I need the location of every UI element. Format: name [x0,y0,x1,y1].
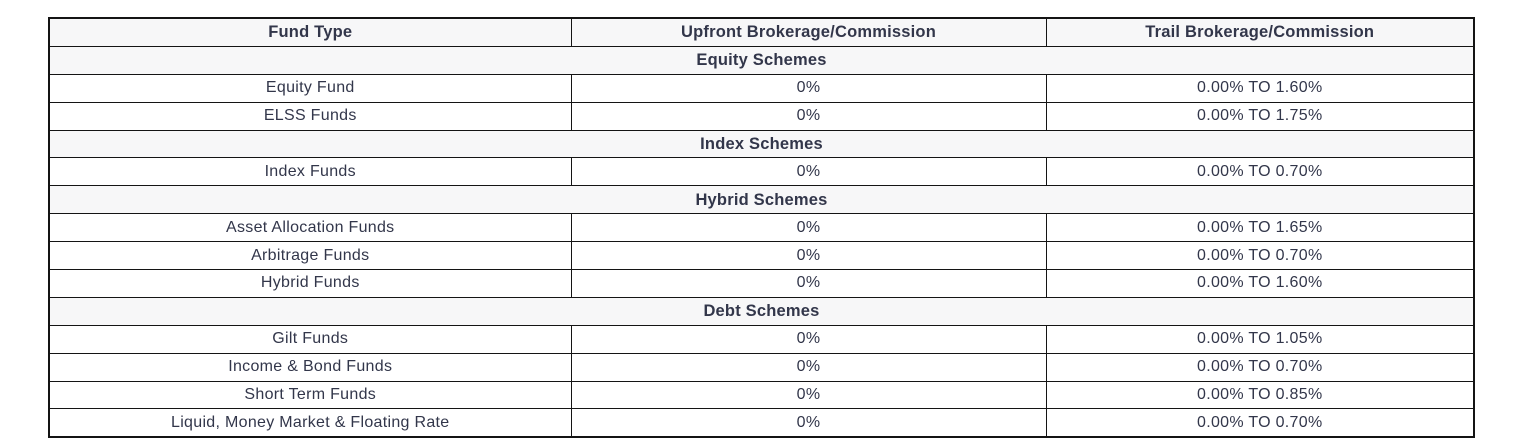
fund-cell: ELSS Funds [48,101,572,131]
upfront-cell: 0% [570,213,1047,243]
upfront-cell: 0% [570,157,1047,187]
trail-cell: 0.00% TO 1.60% [1045,73,1475,103]
section-title: Equity Schemes [48,45,1475,75]
upfront-cell: 0% [570,101,1047,131]
upfront-cell: 0% [570,241,1047,271]
section-title: Index Schemes [48,129,1475,159]
fund-cell: Short Term Funds [48,380,572,410]
trail-cell: 0.00% TO 0.70% [1045,352,1475,382]
trail-cell: 0.00% TO 0.70% [1045,241,1475,271]
table-row: ELSS Funds 0% 0.00% TO 1.75% [48,101,1475,131]
table-row: Arbitrage Funds 0% 0.00% TO 0.70% [48,241,1475,271]
fund-cell: Arbitrage Funds [48,241,572,271]
section-row: Hybrid Schemes [48,185,1475,215]
table-header-row: Fund Type Upfront Brokerage/Commission Tra… [48,17,1475,47]
upfront-cell: 0% [570,380,1047,410]
section-row: Debt Schemes [48,296,1475,326]
table-row: Gilt Funds 0% 0.00% TO 1.05% [48,324,1475,354]
table-row: Asset Allocation Funds 0% 0.00% TO 1.65% [48,213,1475,243]
section-row: Equity Schemes [48,45,1475,75]
upfront-cell: 0% [570,73,1047,103]
trail-cell: 0.00% TO 1.75% [1045,101,1475,131]
table-header: Fund Type Upfront Brokerage/Commission Tra… [48,17,1475,47]
upfront-cell: 0% [570,408,1047,438]
upfront-cell: 0% [570,324,1047,354]
fund-cell: Income & Bond Funds [48,352,572,382]
table-row: Equity Fund 0% 0.00% TO 1.60% [48,73,1475,103]
table-row: Income & Bond Funds 0% 0.00% TO 0.70% [48,352,1475,382]
table-row: Hybrid Funds 0% 0.00% TO 1.60% [48,269,1475,298]
section-title: Hybrid Schemes [48,185,1475,215]
trail-cell: 0.00% TO 1.65% [1045,213,1475,243]
section-title: Debt Schemes [48,296,1475,326]
fund-cell: Asset Allocation Funds [48,213,572,243]
fund-cell: Index Funds [48,157,572,187]
fund-cell: Gilt Funds [48,324,572,354]
brokerage-commission-section: Fund Type Upfront Brokerage/Commission Tra… [48,17,1475,439]
table-row: Short Term Funds 0% 0.00% TO 0.85% [48,380,1475,410]
column-header: Fund Type [48,17,572,47]
section-row: Index Schemes [48,129,1475,159]
fund-cell: Hybrid Funds [48,269,572,298]
column-header: Upfront Brokerage/Commission [570,17,1047,47]
upfront-cell: 0% [570,269,1047,298]
trail-cell: 0.00% TO 1.05% [1045,324,1475,354]
column-header: Trail Brokerage/Commission [1045,17,1475,47]
table-body: Equity Schemes Equity Fund 0% 0.00% TO 1.60… [48,45,1475,438]
trail-cell: 0.00% TO 0.85% [1045,380,1475,410]
fund-cell: Equity Fund [48,73,572,103]
fund-cell: Liquid, Money Market & Floating Rate [48,408,572,438]
trail-cell: 0.00% TO 1.60% [1045,269,1475,298]
brokerage-commission-table: Fund Type Upfront Brokerage/Commission Tra… [48,17,1475,439]
upfront-cell: 0% [570,352,1047,382]
trail-cell: 0.00% TO 0.70% [1045,157,1475,187]
table-row: Index Funds 0% 0.00% TO 0.70% [48,157,1475,187]
trail-cell: 0.00% TO 0.70% [1045,408,1475,438]
table-row: Liquid, Money Market & Floating Rate 0% 0.… [48,408,1475,438]
